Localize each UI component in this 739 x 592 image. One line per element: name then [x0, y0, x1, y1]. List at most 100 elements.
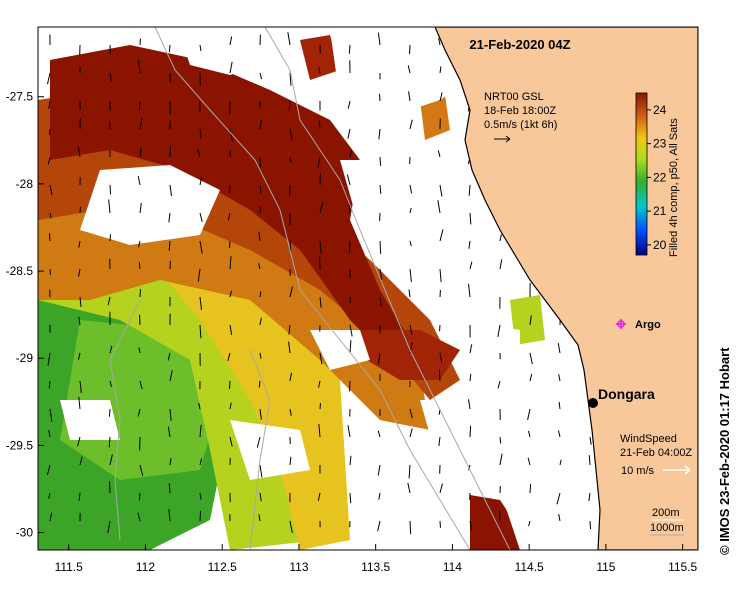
flow-arrow	[529, 483, 532, 494]
flow-arrow	[256, 436, 261, 448]
flow-arrow	[288, 341, 291, 354]
flow-arrow	[77, 436, 81, 447]
credit-text: © IMOS 23-Feb-2020 01:17 Hobart	[717, 347, 732, 555]
flow-arrow	[108, 408, 111, 417]
flow-arrow	[439, 229, 444, 242]
flow-arrow	[469, 212, 472, 225]
flow-arrow	[47, 156, 51, 165]
flow-arrow	[167, 426, 171, 438]
flow-arrow	[199, 44, 202, 52]
flow-arrow	[319, 296, 322, 308]
flow-arrow	[138, 347, 141, 354]
flow-arrow	[318, 120, 321, 130]
flow-arrow	[497, 380, 501, 389]
flow-arrow	[438, 369, 441, 382]
flow-arrow	[439, 352, 443, 363]
flow-arrow	[138, 240, 141, 248]
flow-arrow	[137, 512, 141, 522]
flow-arrow	[48, 492, 51, 499]
flow-arrow	[78, 268, 81, 277]
flow-arrow	[408, 91, 411, 102]
wind-legend-line2: 21-Feb 04:00Z	[620, 447, 692, 459]
flow-arrow	[46, 72, 51, 85]
wind-legend-line3: 10 m/s	[621, 465, 655, 477]
flow-arrow	[197, 268, 201, 282]
flow-arrow	[107, 296, 111, 306]
flow-arrow	[79, 296, 82, 308]
flow-arrow	[559, 459, 562, 466]
flow-arrow	[137, 408, 141, 417]
flow-arrow	[409, 184, 413, 194]
flow-arrow	[109, 380, 112, 387]
flow-arrow	[138, 492, 141, 501]
flow-arrow	[348, 204, 351, 214]
flow-arrow	[287, 32, 291, 46]
flow-arrow	[199, 176, 203, 186]
flow-arrow	[409, 428, 413, 438]
flow-arrow	[349, 340, 352, 354]
flow-arrow	[289, 72, 292, 86]
flow-arrow	[347, 128, 351, 139]
flow-arrow	[408, 464, 411, 479]
flow-arrow	[289, 456, 292, 466]
lat-tick-label: -28.5	[6, 264, 34, 278]
flow-arrow	[259, 184, 262, 194]
argo-label: Argo	[635, 319, 661, 331]
flow-arrow	[409, 207, 412, 214]
flow-arrow	[289, 240, 292, 253]
flow-arrow	[169, 184, 173, 196]
bathymetry-contours	[109, 27, 511, 550]
flow-arrow	[469, 344, 473, 354]
flow-arrow	[259, 352, 262, 359]
flow-arrow	[378, 128, 381, 140]
flow-arrow	[289, 156, 292, 163]
flow-arrow	[529, 315, 532, 326]
flow-arrow	[259, 72, 263, 80]
flow-arrow	[199, 458, 203, 466]
flow-arrow	[318, 380, 321, 388]
flow-arrow	[289, 408, 292, 416]
flow-arrow	[48, 100, 51, 109]
flow-arrow	[78, 316, 81, 326]
flow-arrow	[109, 72, 112, 82]
flow-arrow	[229, 402, 232, 410]
flow-arrow	[258, 514, 261, 522]
flow-arrow	[139, 118, 143, 130]
flow-arrow	[289, 286, 293, 298]
flow-arrow	[497, 324, 501, 338]
flow-arrow	[409, 268, 412, 283]
flow-arrow	[259, 120, 262, 130]
flow-arrow	[347, 100, 351, 109]
flow-arrow	[349, 455, 352, 466]
current-legend-arrow-icon	[494, 135, 511, 143]
colorbar-tick-label: 24	[653, 103, 667, 117]
flow-arrow	[409, 119, 413, 130]
lat-tick-label: -30	[16, 526, 34, 540]
flow-arrow	[49, 184, 53, 196]
lon-tick-label: 115	[596, 560, 615, 574]
flow-arrow	[78, 240, 81, 248]
flow-arrow	[229, 61, 233, 74]
flow-arrow	[499, 234, 502, 242]
flow-arrow	[558, 374, 561, 382]
flow-arrow	[527, 408, 531, 421]
flow-arrow	[229, 128, 233, 142]
flow-arrow	[407, 482, 411, 494]
flow-arrow	[259, 291, 262, 298]
flow-arrow	[527, 430, 531, 438]
flow-arrow	[319, 240, 322, 254]
flow-arrow	[47, 352, 51, 366]
flow-arrow	[439, 184, 443, 197]
flow-arrow	[439, 92, 443, 102]
flow-arrow	[107, 520, 111, 533]
flow-arrow	[79, 380, 82, 394]
flow-arrow	[139, 464, 144, 476]
flow-arrow	[78, 396, 81, 410]
flow-arrow	[437, 200, 441, 214]
flow-arrow	[199, 296, 202, 310]
flow-arrow	[77, 352, 81, 360]
flow-arrow	[168, 212, 171, 223]
flow-arrow	[199, 324, 202, 339]
flow-arrow	[317, 492, 321, 501]
flow-arrow	[439, 66, 442, 74]
